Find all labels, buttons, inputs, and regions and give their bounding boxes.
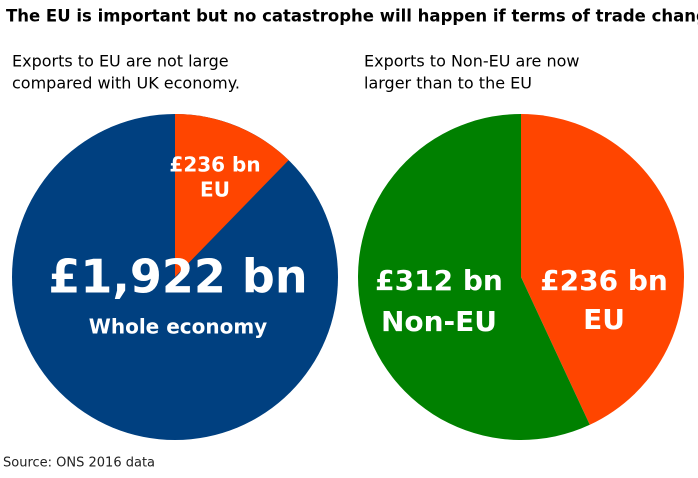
- pie-slice: [175, 114, 289, 277]
- category-label: EU: [200, 178, 230, 202]
- category-label: Non-EU: [381, 305, 497, 338]
- chart-subtitle: compared with UK economy.: [12, 74, 240, 93]
- value-label: £312 bn: [375, 264, 503, 297]
- pie-slice: [521, 114, 684, 425]
- pie-slice: [357, 114, 590, 441]
- category-label: Whole economy: [89, 315, 267, 339]
- value-label: £236 bn: [169, 153, 260, 177]
- chart-subtitle: Exports to Non-EU are now: [364, 52, 580, 71]
- chart-subtitle: larger than to the EU: [364, 74, 532, 93]
- chart-title: The EU is important but no catastrophe w…: [6, 7, 698, 26]
- source-note: Source: ONS 2016 data: [3, 456, 155, 471]
- category-label: EU: [583, 303, 625, 336]
- value-label: £236 bn: [540, 264, 668, 297]
- chart-subtitle: Exports to EU are not large: [12, 52, 229, 71]
- value-label: £1,922 bn: [48, 250, 307, 304]
